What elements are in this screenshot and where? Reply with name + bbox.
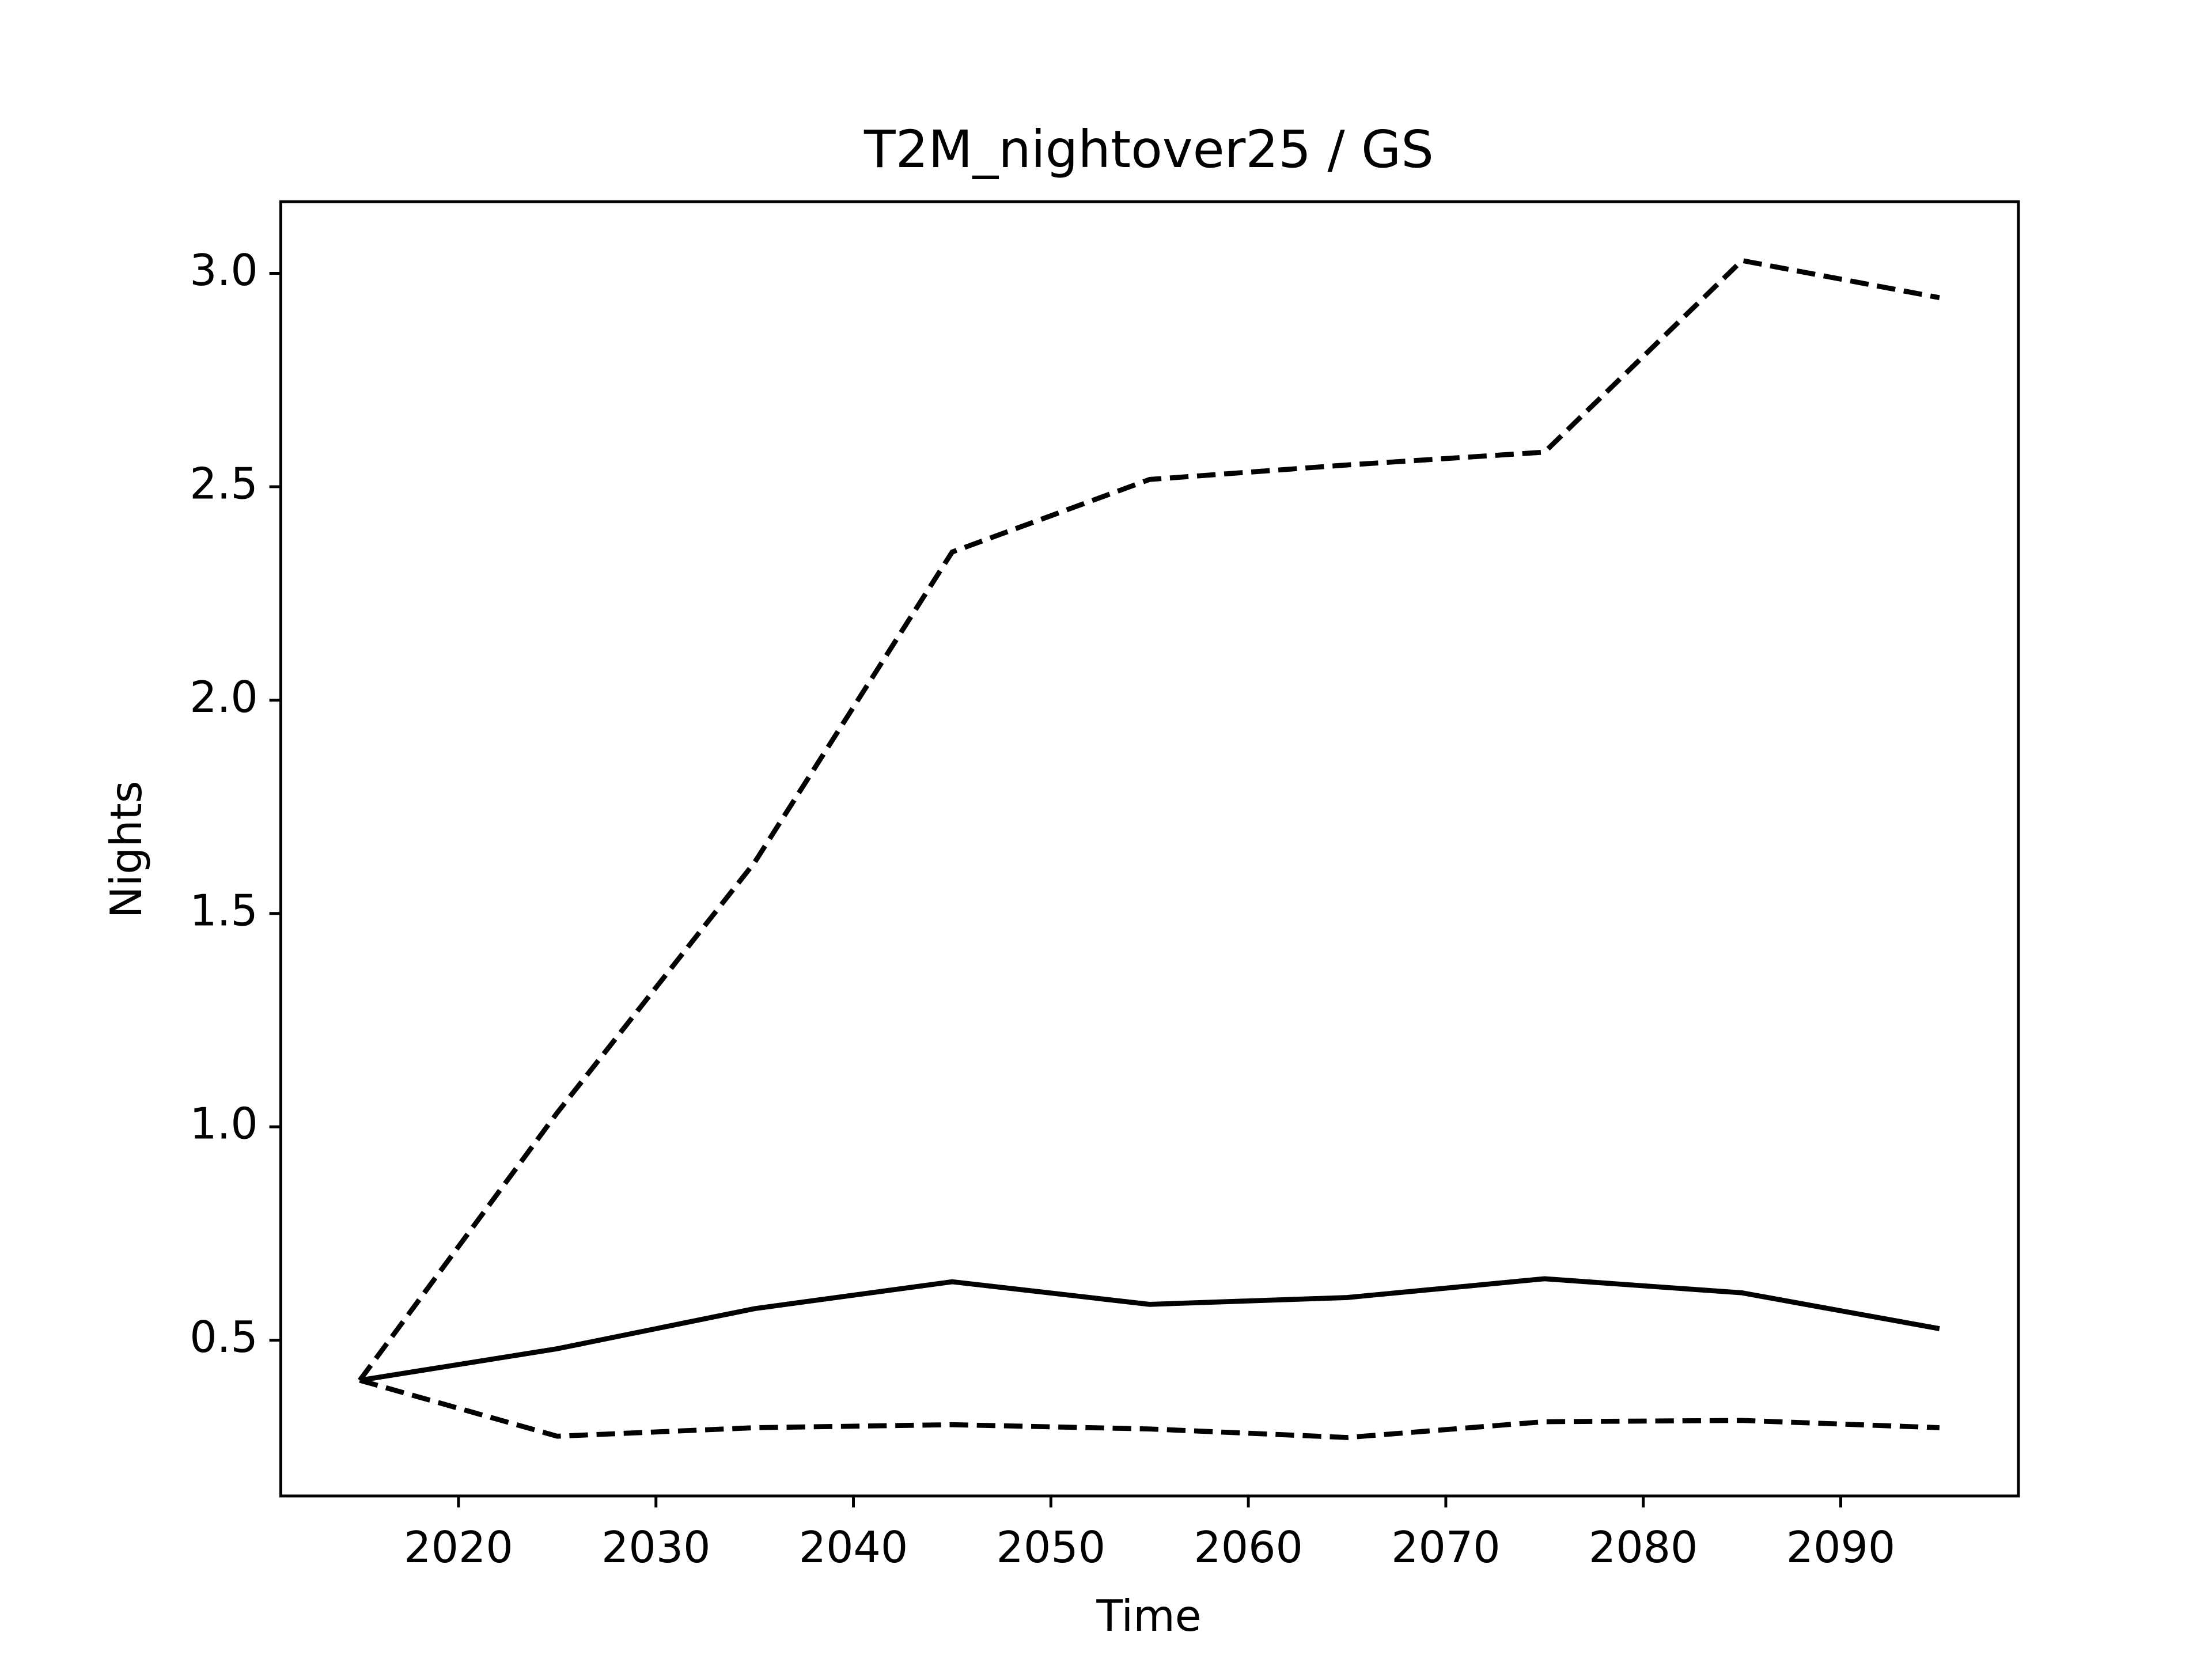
x-tick-label: 2060 xyxy=(1194,1522,1303,1573)
x-tick-label: 2030 xyxy=(601,1522,711,1573)
x-tick-label: 2050 xyxy=(997,1522,1106,1573)
y-tick-label: 0.5 xyxy=(190,1312,257,1362)
x-tick-label: 2040 xyxy=(799,1522,908,1573)
line-series xyxy=(359,1378,1940,1440)
x-tick-label: 2090 xyxy=(1786,1522,1896,1573)
y-axis-label: Nights xyxy=(101,781,151,918)
x-tick-label: 2080 xyxy=(1589,1522,1698,1573)
y-tick-label: 2.0 xyxy=(190,672,257,722)
y-tick-label: 1.0 xyxy=(190,1099,257,1149)
chart-title: T2M_nightover25 / GS xyxy=(863,120,1434,180)
plot-frame xyxy=(279,200,2020,1498)
y-tick-label: 1.5 xyxy=(190,885,257,935)
x-axis-label: Time xyxy=(1096,1591,1201,1641)
y-tick-label: 2.5 xyxy=(190,459,257,509)
x-tick-label: 2020 xyxy=(404,1522,513,1573)
line-series xyxy=(359,1276,1940,1383)
line-series xyxy=(358,257,1940,1382)
y-tick-label: 3.0 xyxy=(190,245,257,296)
x-tick-label: 2070 xyxy=(1391,1522,1501,1573)
